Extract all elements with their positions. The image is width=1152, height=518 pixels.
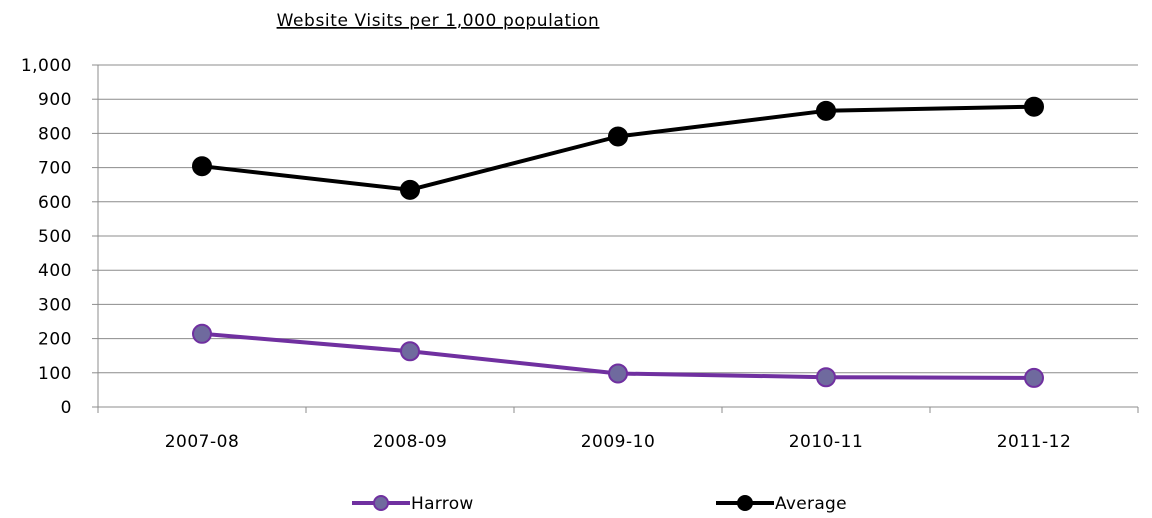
data-point-harrow bbox=[400, 341, 420, 362]
y-tick-label: 800 bbox=[38, 124, 72, 144]
x-tick-label: 2008-09 bbox=[373, 432, 448, 452]
y-axis-tick-labels: 0 100 200 300 400 500 600 700 800 900 1,000 bbox=[21, 56, 72, 418]
y-tick-label: 100 bbox=[38, 364, 72, 384]
y-tick-label: 1,000 bbox=[21, 56, 72, 76]
y-tick-label: 300 bbox=[38, 295, 72, 315]
data-point-average bbox=[400, 179, 420, 200]
axes bbox=[92, 64, 1139, 413]
legend: Harrow Average bbox=[352, 494, 847, 514]
y-tick-label: 200 bbox=[38, 330, 72, 350]
y-tick-label: 900 bbox=[38, 90, 72, 110]
legend-label-harrow: Harrow bbox=[411, 494, 474, 514]
x-tick-label: 2009-10 bbox=[581, 432, 656, 452]
legend-label-average: Average bbox=[775, 494, 847, 514]
data-point-average bbox=[1024, 96, 1044, 117]
x-tick-label: 2011-12 bbox=[997, 432, 1072, 452]
y-tick-label: 400 bbox=[38, 261, 72, 281]
series-line-average bbox=[201, 104, 1035, 192]
x-tick-label: 2007-08 bbox=[165, 432, 240, 452]
x-axis-tick-labels: 2007-08 2008-09 2009-10 2010-11 2011-12 bbox=[165, 432, 1072, 452]
data-point-harrow bbox=[192, 323, 212, 344]
y-tick-label: 0 bbox=[61, 398, 72, 418]
data-point-average bbox=[816, 100, 836, 121]
data-point-harrow bbox=[1024, 367, 1044, 388]
chart-title: Website Visits per 1,000 population bbox=[277, 11, 600, 31]
data-point-average bbox=[192, 156, 212, 177]
data-point-harrow bbox=[816, 367, 836, 388]
y-tick-label: 700 bbox=[38, 159, 72, 179]
series bbox=[192, 96, 1044, 388]
y-tick-label: 500 bbox=[38, 227, 72, 247]
data-point-average bbox=[608, 126, 628, 147]
y-tick-label: 600 bbox=[38, 193, 72, 213]
x-tick-label: 2010-11 bbox=[789, 432, 864, 452]
data-point-harrow bbox=[608, 363, 628, 384]
legend-marker-average bbox=[737, 495, 753, 511]
legend-marker-harrow bbox=[373, 495, 389, 511]
gridlines bbox=[98, 64, 1138, 374]
